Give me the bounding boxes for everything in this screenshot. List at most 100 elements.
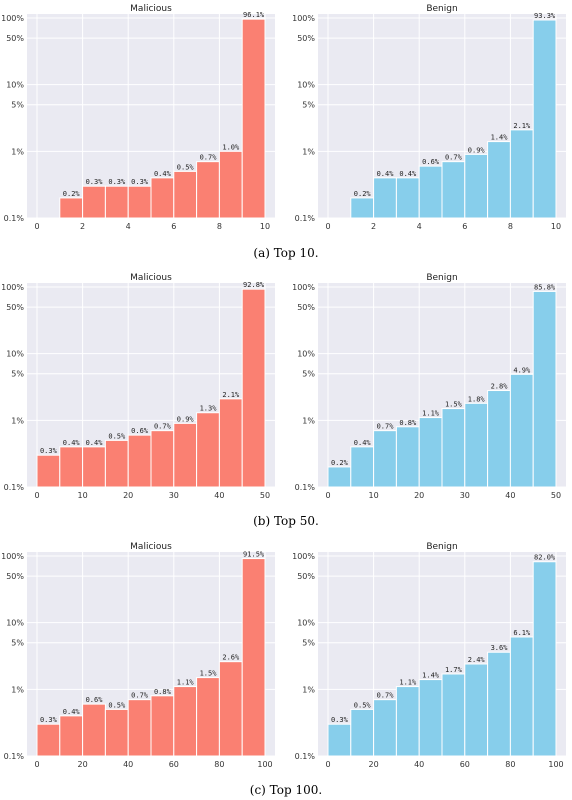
bar-value-label: 0.3% [40, 716, 58, 724]
bar-value-label: 0.9% [177, 415, 195, 423]
bar-value-label: 0.7% [154, 423, 172, 431]
bar-value-label: 0.9% [468, 146, 486, 154]
bar-value-label: 0.5% [108, 432, 126, 440]
y-tick-label: 0.1% [295, 214, 316, 223]
bar-value-label: 0.3% [40, 447, 58, 455]
bar [509, 129, 534, 219]
bar [487, 390, 511, 488]
y-tick-label: 50% [6, 34, 24, 43]
bar [487, 141, 511, 219]
bar-value-label: 0.7% [377, 423, 395, 431]
y-tick-label: 10% [6, 350, 24, 359]
y-tick-label: 1% [11, 685, 24, 694]
bar [373, 430, 397, 488]
bar [82, 185, 106, 219]
x-tick-label: 10 [78, 491, 88, 500]
y-tick-label: 100% [292, 552, 315, 561]
x-tick-label: 10 [369, 491, 379, 500]
chart-title: Benign [426, 273, 457, 283]
x-tick-label: 30 [169, 491, 179, 500]
chart-panel-3: 0.1% 1% 5% 10% 50% 100% 0 10 20 30 40 50 0.2% 0.4% 0.7… [292, 273, 566, 500]
bar [327, 466, 352, 488]
bar-value-label: 2.4% [468, 656, 486, 664]
chart-panel-5: 0.1% 1% 5% 10% 50% 100% 0 20 40 60 80 100 0.3% 0.5% 0.… [292, 542, 566, 769]
bar-value-label: 0.4% [63, 439, 81, 447]
bar [532, 561, 557, 757]
bar-value-label: 0.4% [399, 170, 417, 178]
x-tick-label: 0 [325, 491, 330, 500]
bar [196, 161, 220, 219]
bar-value-label: 0.4% [154, 170, 172, 178]
x-tick-label: 60 [169, 760, 179, 769]
bar-value-label: 0.6% [131, 427, 149, 435]
bar [173, 686, 198, 757]
bar-value-label: 0.4% [86, 439, 104, 447]
bar-value-label: 85.8% [534, 283, 556, 291]
bar [373, 177, 397, 219]
y-tick-label: 1% [302, 416, 315, 425]
bar [59, 197, 84, 219]
bar [104, 708, 129, 757]
chart-title: Benign [426, 542, 457, 552]
bar [327, 723, 352, 757]
bar-value-label: 1.3% [200, 405, 218, 413]
x-tick-label: 0 [325, 760, 330, 769]
bar [59, 715, 84, 757]
bar [464, 402, 489, 488]
bar [241, 288, 266, 488]
x-tick-label: 50 [260, 491, 270, 500]
bar-value-label: 0.2% [331, 459, 349, 467]
bar [350, 708, 375, 757]
x-tick-label: 2 [80, 222, 85, 231]
x-tick-label: 6 [462, 222, 467, 231]
bar [464, 153, 489, 219]
y-tick-label: 0.1% [4, 214, 25, 223]
x-tick-label: 50 [551, 491, 561, 500]
bar-value-label: 1.8% [468, 395, 486, 403]
x-tick-label: 10 [260, 222, 270, 231]
bar-value-label: 0.6% [422, 158, 440, 166]
y-tick-label: 1% [302, 685, 315, 694]
bar [487, 651, 511, 757]
bar-value-label: 92.8% [243, 281, 265, 289]
y-tick-label: 100% [292, 283, 315, 292]
x-tick-label: 40 [505, 491, 515, 500]
bar [59, 446, 84, 488]
bar [241, 18, 266, 219]
chart-title: Benign [426, 4, 457, 14]
bar [218, 150, 243, 219]
bar [395, 177, 420, 219]
y-tick-label: 100% [1, 283, 24, 292]
x-tick-label: 10 [551, 222, 561, 231]
y-tick-label: 10% [6, 81, 24, 90]
bar-value-label: 1.1% [422, 410, 440, 418]
bar [127, 699, 152, 757]
bar-value-label: 2.8% [491, 383, 509, 391]
x-tick-label: 0 [34, 491, 39, 500]
bar [104, 439, 129, 488]
bar-value-label: 0.8% [154, 688, 172, 696]
bar [418, 417, 443, 488]
bar [441, 408, 466, 488]
bar-value-label: 1.4% [422, 672, 440, 680]
bar [196, 412, 220, 488]
bar [173, 422, 198, 488]
y-tick-label: 1% [302, 147, 315, 156]
bar-value-label: 0.3% [331, 716, 349, 724]
bar [373, 699, 397, 757]
x-tick-label: 30 [460, 491, 470, 500]
y-tick-label: 5% [11, 101, 24, 110]
bar-value-label: 4.9% [513, 366, 531, 374]
bar [127, 434, 152, 488]
bar-value-label: 2.1% [222, 391, 240, 399]
bar-value-label: 0.7% [445, 154, 463, 162]
y-tick-label: 50% [6, 572, 24, 581]
bar-value-label: 1.0% [222, 143, 240, 151]
bar [441, 673, 466, 757]
y-tick-label: 10% [297, 350, 315, 359]
chart-panel-1: 0.1% 1% 5% 10% 50% 100% 0 2 4 6 8 10 0.2% 0.4% 0.4% 0.6… [292, 4, 566, 231]
x-tick-label: 20 [369, 760, 379, 769]
x-tick-label: 0 [34, 760, 39, 769]
bar-value-label: 93.3% [534, 12, 556, 20]
